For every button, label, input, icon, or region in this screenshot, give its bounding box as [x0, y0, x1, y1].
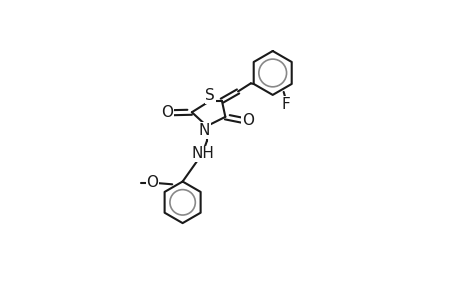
Text: S: S [205, 88, 215, 103]
Text: N: N [198, 123, 210, 138]
Text: O: O [161, 105, 173, 120]
Text: O: O [241, 113, 253, 128]
Text: NH: NH [191, 146, 214, 161]
Text: F: F [281, 97, 290, 112]
Text: O: O [146, 175, 158, 190]
